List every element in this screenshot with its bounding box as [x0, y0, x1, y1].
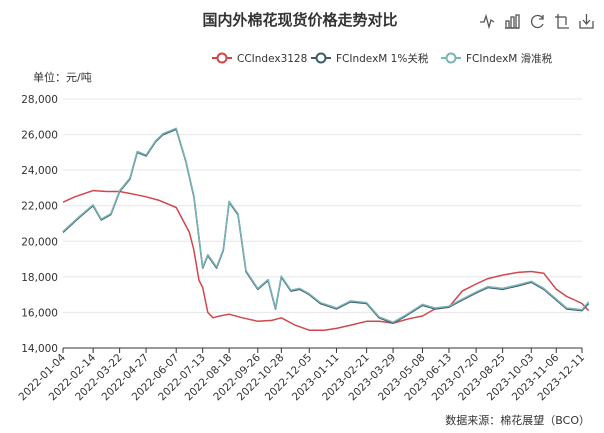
x-axis: 2022-01-042022-02-142022-03-222022-04-27… — [16, 347, 587, 403]
y-tick-label: 16,000 — [21, 307, 58, 319]
y-tick-label: 20,000 — [21, 236, 58, 248]
legend-swatch-marker — [445, 52, 457, 64]
series-line-1[interactable] — [62, 128, 590, 324]
legend-swatch-marker — [315, 52, 327, 64]
data-view-icon[interactable] — [553, 12, 571, 30]
y-axis-unit-label: 单位：元/吨 — [33, 70, 92, 84]
series-line-2[interactable] — [62, 127, 590, 323]
toolbar — [478, 12, 596, 30]
grid — [63, 98, 582, 349]
legend: CCIndex3128 FCIndexM 1%关税 FCIndexM 滑准税 — [212, 52, 553, 65]
y-tick-label: 28,000 — [21, 94, 58, 106]
y-tick-label: 18,000 — [21, 272, 58, 284]
series-lines — [62, 127, 590, 331]
restore-icon[interactable] — [528, 12, 546, 30]
chart-title: 国内外棉花现货价格走势对比 — [202, 11, 397, 29]
legend-label[interactable]: CCIndex3128 — [237, 53, 307, 65]
y-tick-label: 24,000 — [21, 165, 58, 177]
y-tick-label: 14,000 — [21, 343, 58, 355]
y-tick-label: 26,000 — [21, 130, 58, 142]
y-tick-label: 22,000 — [21, 201, 58, 213]
series-line-0[interactable] — [62, 189, 590, 331]
source-label: 数据来源：棉花展望（BCO） — [445, 413, 590, 427]
y-axis: 14,000 16,000 18,000 20,000 22,000 24,000 26,0… — [21, 94, 58, 355]
save-image-icon[interactable] — [578, 12, 596, 30]
line-chart-icon[interactable] — [478, 12, 496, 30]
legend-label[interactable]: FCIndexM 1%关税 — [336, 52, 429, 65]
legend-swatch-marker — [216, 52, 228, 64]
bar-chart-icon[interactable] — [503, 12, 521, 30]
legend-label[interactable]: FCIndexM 滑准税 — [466, 52, 553, 65]
